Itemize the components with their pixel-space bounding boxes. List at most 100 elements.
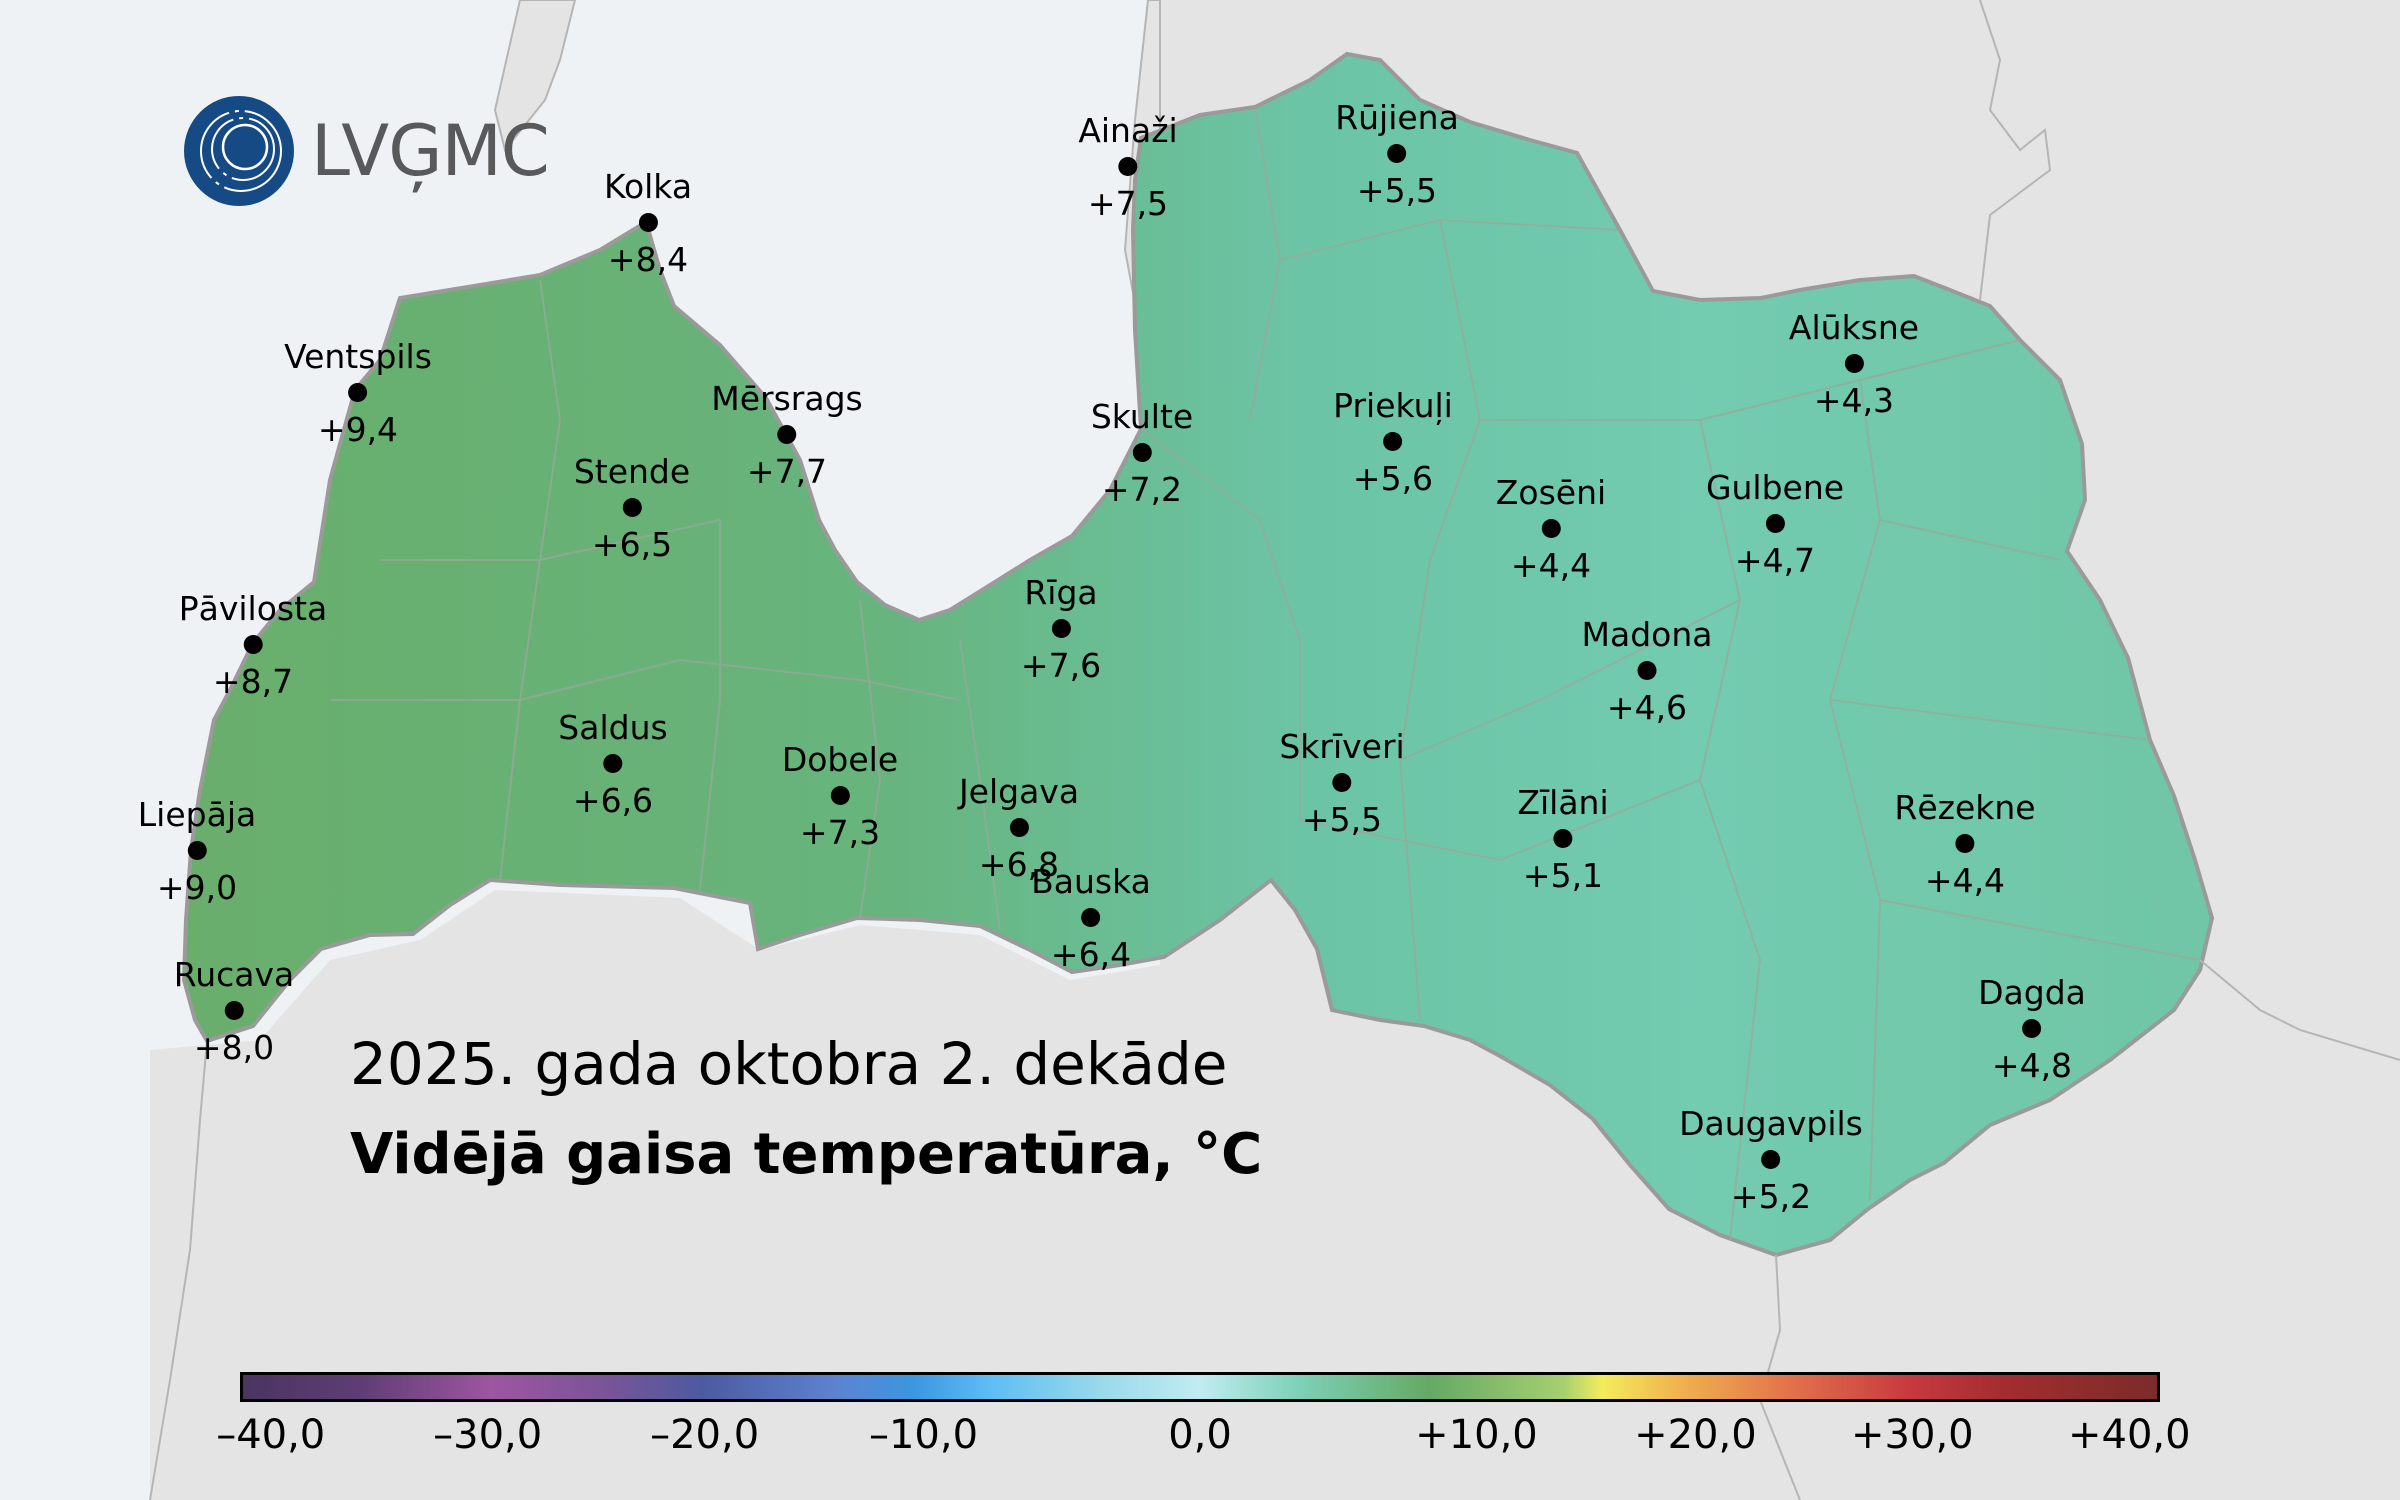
station-marker: Zosēni +4,4 [1496, 475, 1606, 584]
station-name: Madona [1581, 615, 1713, 654]
station-dot-icon [2022, 1019, 2042, 1038]
station-name: Rīga [1024, 573, 1098, 612]
station-value: +8,4 [607, 240, 689, 279]
station-dot-icon [1765, 514, 1785, 533]
station-dot-icon [1081, 908, 1101, 927]
station-value: +7,3 [799, 813, 881, 852]
station-value: +5,2 [1730, 1177, 1812, 1216]
station-name: Jelgava [958, 772, 1080, 811]
colorbar-tick: 0,0 [1168, 1412, 1232, 1458]
station-marker: Alūksne +4,3 [1789, 310, 1919, 419]
station-dot-icon [622, 498, 642, 517]
station-value: +6,4 [1050, 935, 1132, 974]
lvgmc-logo: LVĢMC [183, 95, 550, 207]
station-value: +7,7 [746, 452, 828, 491]
station-marker: Rēzekne +4,4 [1894, 790, 2035, 899]
station-marker: Jelgava +6,8 [959, 774, 1079, 883]
logo-text: LVĢMC [311, 110, 550, 192]
station-marker: Rūjiena +5,5 [1335, 100, 1459, 209]
station-value: +7,2 [1101, 470, 1183, 509]
station-dot-icon [1332, 773, 1352, 792]
station-value: +8,7 [212, 662, 294, 701]
station-marker: Dobele +7,3 [782, 742, 898, 851]
station-marker: Saldus +6,6 [558, 710, 667, 819]
municipal-borders [330, 106, 2201, 1241]
estonia-russia-border [1979, 0, 2052, 301]
latvia-outline [181, 51, 2215, 1258]
station-marker: Liepāja +9,0 [138, 797, 256, 906]
station-marker: Skrīveri +5,5 [1279, 729, 1404, 838]
station-marker: Kolka +8,4 [604, 169, 692, 278]
station-dot-icon [603, 754, 623, 773]
station-value: +4,7 [1734, 541, 1816, 580]
colorbar-tick: +10,0 [1415, 1412, 1538, 1458]
station-name: Mērsrags [711, 379, 863, 418]
station-dot-icon [1383, 432, 1403, 451]
station-marker: Stende +6,5 [574, 454, 690, 563]
station-marker: Pāvilosta +8,7 [179, 591, 328, 700]
station-dot-icon [1118, 157, 1138, 176]
station-name: Dagda [1978, 973, 2086, 1012]
saaremaa-island [493, 0, 577, 153]
colorbar-tick: +40,0 [2067, 1412, 2191, 1458]
station-name: Rēzekne [1894, 788, 2036, 827]
station-value: +5,6 [1352, 459, 1434, 498]
station-value: +7,5 [1087, 184, 1169, 223]
colorbar-tick: –20,0 [650, 1412, 760, 1458]
station-value: +6,5 [591, 525, 673, 564]
station-name: Saldus [558, 708, 668, 747]
station-marker: Rucava +8,0 [174, 957, 294, 1066]
lvgmc-circle-logo-icon [184, 96, 294, 206]
station-value: +4,3 [1813, 381, 1895, 420]
station-marker: Bauska +6,4 [1031, 864, 1151, 973]
station-name: Skulte [1090, 397, 1194, 436]
station-marker: Skulte +7,2 [1091, 399, 1193, 508]
station-marker: Daugavpils +5,2 [1679, 1106, 1863, 1215]
station-value: +5,5 [1356, 171, 1438, 210]
station-name: Rūjiena [1335, 98, 1459, 137]
station-value: +4,4 [1510, 546, 1592, 585]
station-dot-icon [1051, 619, 1071, 638]
station-marker: Dagda +4,8 [1978, 975, 2086, 1084]
station-dot-icon [1637, 661, 1657, 680]
lithuania-coast [149, 1040, 208, 1500]
station-name: Priekuļi [1333, 386, 1453, 425]
station-value: +4,8 [1991, 1046, 2073, 1085]
station-marker: Priekuļi +5,6 [1333, 388, 1453, 497]
period-title: 2025. gada oktobra 2. dekāde [350, 1030, 1228, 1098]
station-value: +9,4 [317, 410, 399, 449]
station-marker: Rīga +7,6 [1021, 575, 1101, 684]
station-name: Liepāja [137, 795, 257, 834]
station-name: Daugavpils [1679, 1104, 1863, 1143]
station-name: Alūksne [1788, 308, 1920, 347]
station-name: Kolka [603, 167, 693, 206]
station-value: +5,1 [1522, 856, 1604, 895]
station-value: +4,6 [1606, 688, 1688, 727]
station-marker: Ainaži +7,5 [1078, 113, 1177, 222]
colorbar-tick: +20,0 [1634, 1412, 1757, 1458]
station-dot-icon [1009, 818, 1029, 837]
station-name: Dobele [781, 740, 899, 779]
station-dot-icon [777, 425, 797, 444]
station-dot-icon [243, 635, 263, 654]
station-dot-icon [1844, 354, 1864, 373]
station-marker: Ventspils +9,4 [284, 339, 432, 448]
station-dot-icon [1132, 443, 1152, 462]
station-name: Skrīveri [1279, 727, 1405, 766]
station-dot-icon [187, 841, 207, 860]
station-name: Bauska [1031, 862, 1151, 901]
station-value: +8,0 [193, 1028, 275, 1067]
station-dot-icon [348, 383, 368, 402]
variable-title: Vidējā gaisa temperatūra, °C [350, 1122, 1263, 1187]
colorbar-tick: –30,0 [433, 1412, 543, 1458]
station-dot-icon [1387, 144, 1407, 163]
station-dot-icon [638, 213, 658, 232]
colorbar-tick: –10,0 [868, 1412, 979, 1458]
station-value: +4,4 [1924, 861, 2006, 900]
station-name: Zīlāni [1517, 783, 1609, 822]
station-name: Gulbene [1705, 468, 1845, 507]
latvia-russia-border [2199, 959, 2400, 1061]
station-value: +9,0 [156, 868, 238, 907]
station-value: +5,5 [1301, 800, 1383, 839]
